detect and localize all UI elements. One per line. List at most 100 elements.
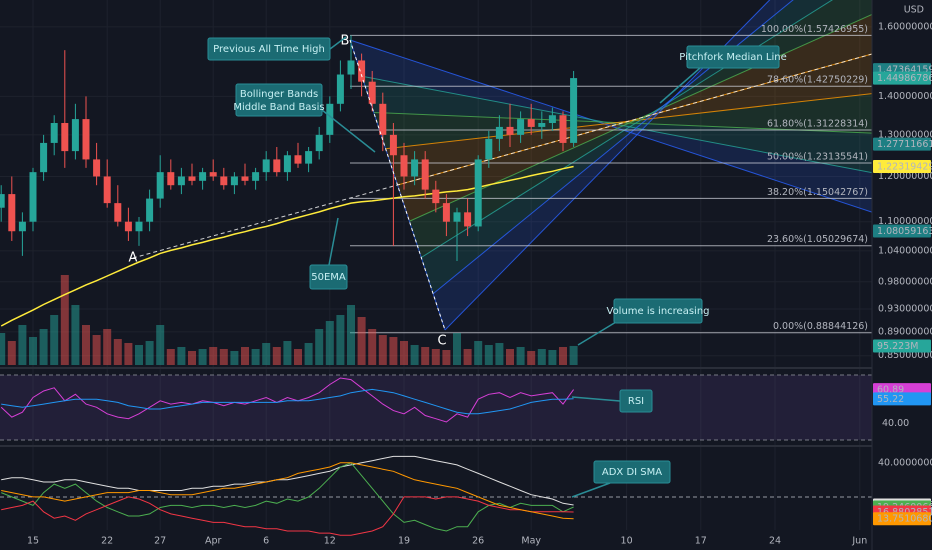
callout-arrow: [659, 67, 701, 104]
y-tick-label: 40.00000000: [878, 457, 932, 468]
price-badge-label: 1.44986786: [877, 73, 932, 84]
fib-label: 50.00%(1.23135541): [767, 152, 868, 163]
candle-body: [230, 176, 238, 186]
candle-body: [336, 74, 344, 104]
candle-body: [71, 119, 79, 152]
candle-body: [29, 172, 37, 222]
rsi-pane: [0, 377, 575, 423]
candle-body: [283, 155, 291, 173]
callout-text: Middle Band Basis: [233, 102, 324, 113]
volume-bar: [315, 329, 324, 365]
axes: 15 22 27 Apr 6 12 19 26 May 10 17 24 Jun 1.60000000 1.…: [27, 21, 932, 546]
price-badge: [873, 71, 931, 85]
pitchfork-line: [432, 0, 794, 295]
pitchfork-median: [132, 53, 872, 259]
adx-line: [1, 455, 574, 506]
fib-label: 61.80%(1.31228314): [767, 118, 868, 129]
candle-body: [82, 119, 90, 160]
candle-body: [156, 172, 164, 199]
x-tick-label: 24: [769, 536, 781, 547]
volume-bar: [82, 325, 90, 365]
annotations: A B C Previous All Time High Bollinger B…: [129, 24, 868, 498]
callout-arrow: [571, 482, 611, 498]
y-tick-label: 0.89000000: [878, 326, 932, 337]
callout-text: ADX DI SMA: [602, 467, 662, 478]
volume-bar: [198, 349, 207, 365]
candle-body: [517, 119, 525, 135]
price-badge-label: 95.223M: [877, 341, 918, 352]
candle-body: [135, 221, 143, 232]
price-badge: [873, 160, 931, 174]
x-tick-label: 6: [263, 536, 269, 547]
volume-bar: [421, 347, 430, 365]
volume-bar: [442, 350, 451, 365]
x-tick-label: 12: [324, 536, 336, 547]
volume-bar: [378, 335, 387, 365]
volume-bar: [304, 343, 313, 365]
candle-body: [474, 159, 482, 227]
pitchfork-line: [444, 0, 771, 331]
volume-bar: [495, 343, 504, 365]
candle-body: [389, 134, 397, 156]
volume-bar: [113, 339, 122, 365]
volume-bar: [368, 329, 377, 365]
price-badge-label: 1.08059163: [877, 226, 932, 237]
price-badge: [873, 512, 931, 526]
candle-body: [368, 81, 376, 104]
y-tick-label: 1.60000000: [878, 21, 932, 32]
volume-bar: [50, 315, 59, 365]
rsi-line: [0, 377, 575, 423]
candle-body: [495, 126, 503, 139]
volume-bar: [156, 325, 165, 365]
x-tick-label: 26: [472, 536, 484, 547]
volume-bar: [336, 315, 345, 365]
price-badge: [873, 137, 931, 151]
candle-body: [167, 172, 175, 186]
y-tick-label: 0.93000000: [878, 303, 932, 314]
price-badge-label: 13.75106804: [877, 514, 932, 525]
candle-body: [305, 151, 313, 164]
callout-arrow: [577, 321, 617, 346]
candle-body: [400, 155, 408, 177]
price-badge-label: 1.47364159: [877, 65, 932, 76]
y-tick-label: 0.98000000: [878, 276, 932, 287]
candle-body: [379, 103, 387, 135]
y-tick-label: 0.85000000: [878, 350, 932, 361]
callout-text: Pitchfork Median Line: [679, 52, 786, 63]
callout-text: Volume is increasing: [607, 306, 710, 317]
volume-bar: [135, 345, 143, 365]
callout: [235, 83, 323, 117]
candle-body: [326, 103, 334, 135]
volume-bar: [357, 317, 366, 365]
volume-bar: [325, 321, 334, 365]
price-badge-label: 1.27711661: [877, 139, 932, 150]
candle-body: [40, 142, 48, 173]
pitchfork-band: [433, 0, 793, 330]
candle-body: [209, 172, 217, 177]
volume-bar: [103, 329, 112, 365]
volume-bar: [431, 349, 440, 365]
volume-bar: [241, 347, 249, 365]
y-tick-label: 1.30000000: [878, 129, 932, 140]
candle-body: [421, 159, 429, 190]
volume-bar: [0, 333, 6, 365]
candle-body: [146, 198, 154, 222]
volume-bar: [7, 341, 16, 365]
volume-bar: [177, 347, 186, 365]
volume-bar: [347, 305, 355, 365]
volume-bar: [569, 345, 578, 365]
candle-body: [294, 155, 302, 164]
candle-body: [453, 212, 461, 222]
fib-label: 38.20%(1.15042767): [767, 187, 868, 198]
volume-bar: [92, 335, 101, 365]
candle-body: [220, 176, 228, 186]
currency-label: USD: [904, 5, 924, 16]
y-tick-label: 1.40000000: [878, 91, 932, 102]
x-tick-label: 22: [101, 536, 113, 547]
fib-label: 100.00%(1.57426955): [761, 24, 868, 35]
candle-body: [442, 203, 450, 222]
candle-body: [570, 78, 578, 143]
candle-body: [485, 138, 493, 160]
